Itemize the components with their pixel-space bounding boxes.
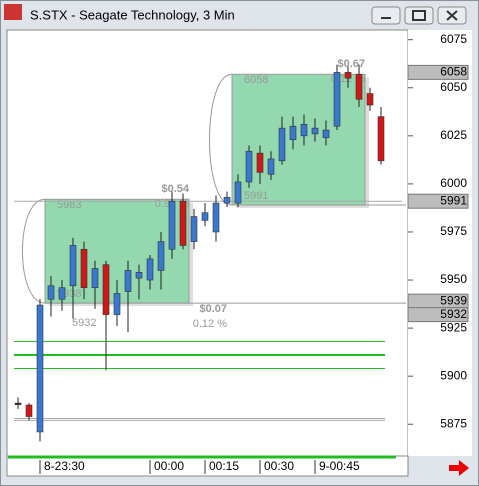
price-flag bbox=[407, 193, 469, 209]
y-tick-label: 5900 bbox=[440, 368, 467, 382]
y-tick-label: 5975 bbox=[440, 224, 467, 238]
candle-body bbox=[223, 197, 231, 204]
price-flag-label: 6058 bbox=[440, 65, 467, 79]
x-tick-label: 00:30 bbox=[264, 459, 294, 473]
candle-body bbox=[135, 272, 143, 279]
y-tick-label: 6050 bbox=[440, 80, 467, 94]
annotation: 0.12 % bbox=[193, 318, 227, 330]
candle-body bbox=[69, 245, 77, 287]
y-tick-label: 6000 bbox=[440, 176, 467, 190]
price-flag-label: 5991 bbox=[440, 193, 467, 207]
candle-body bbox=[300, 123, 308, 137]
box-label: 5983 bbox=[57, 199, 81, 211]
candle-body bbox=[146, 258, 154, 281]
box-label: 6058 bbox=[244, 74, 268, 86]
x-tick-label: 9-00:45 bbox=[319, 459, 360, 473]
box bbox=[231, 73, 366, 206]
price-flag bbox=[407, 64, 469, 80]
y-tick-label: 5925 bbox=[440, 320, 467, 334]
price-flag bbox=[407, 307, 469, 323]
y-tick-label: 6075 bbox=[440, 32, 467, 46]
candle-body bbox=[278, 127, 286, 162]
annotation: $0.07 bbox=[199, 303, 227, 315]
candle-body bbox=[322, 129, 330, 139]
x-tick-label: 8-23:30 bbox=[44, 459, 85, 473]
x-tick-label: 00:15 bbox=[209, 459, 239, 473]
price-flag-label: 5939 bbox=[440, 293, 467, 307]
candle-body bbox=[157, 241, 165, 271]
candle-body bbox=[102, 264, 110, 315]
bracket bbox=[209, 73, 233, 206]
candle-body bbox=[47, 285, 55, 300]
candle-body bbox=[91, 268, 99, 289]
scroll-arrow[interactable] bbox=[449, 460, 469, 476]
candle-body bbox=[124, 270, 132, 292]
candle-body bbox=[36, 304, 44, 433]
annotation: 5932 bbox=[72, 317, 96, 329]
price-flag-label: 5932 bbox=[440, 307, 467, 321]
y-tick-label: 6025 bbox=[440, 128, 467, 142]
window-buttons[interactable] bbox=[371, 6, 467, 25]
x-tick-label: 00:00 bbox=[154, 459, 184, 473]
candle-body bbox=[201, 212, 209, 221]
candle-body bbox=[58, 287, 66, 300]
candle-body bbox=[289, 125, 297, 140]
y-tick-label: 5875 bbox=[440, 416, 467, 430]
candle-body bbox=[344, 72, 352, 79]
candle-body bbox=[80, 248, 88, 289]
candle-body bbox=[212, 202, 220, 233]
y-axis-area bbox=[408, 30, 472, 456]
candle-body bbox=[377, 116, 385, 162]
app-icon bbox=[4, 4, 22, 20]
y-tick-label: 5950 bbox=[440, 272, 467, 286]
candle-body bbox=[267, 158, 275, 175]
candle-body bbox=[113, 293, 121, 315]
box-change: $0.67 bbox=[337, 58, 365, 70]
bracket bbox=[22, 198, 46, 304]
candle-body bbox=[179, 200, 187, 246]
box-label: 5991 bbox=[244, 190, 268, 202]
candle-body bbox=[311, 127, 319, 135]
candle-body bbox=[245, 150, 253, 183]
candle-body bbox=[333, 72, 341, 127]
candle-body bbox=[256, 152, 264, 173]
box-change: $0.54 bbox=[161, 183, 189, 195]
candle-body bbox=[366, 93, 374, 106]
candle-body bbox=[14, 402, 22, 405]
candle-body bbox=[234, 181, 242, 204]
chart-title: S.STX - Seagate Technology, 3 Min bbox=[30, 7, 235, 22]
candle-body bbox=[355, 74, 363, 100]
candle-body bbox=[168, 200, 176, 250]
candle-body bbox=[190, 216, 198, 242]
candle-body bbox=[25, 404, 33, 417]
